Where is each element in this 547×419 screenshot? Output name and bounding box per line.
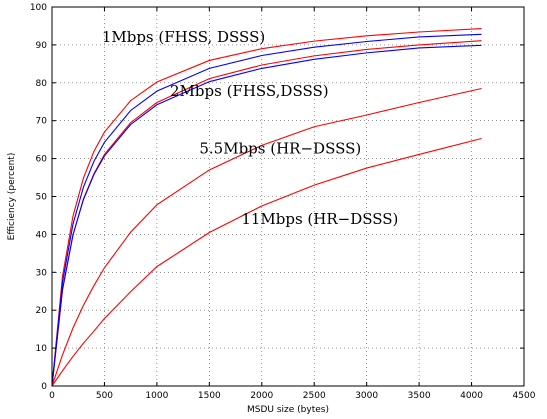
- y-tick-label: 70: [36, 117, 48, 127]
- y-tick-label: 60: [36, 155, 48, 165]
- x-tick-label: 0: [49, 391, 55, 401]
- x-axis-label: MSDU size (bytes): [247, 405, 329, 415]
- tick-labels: 0 500 1000 1500 2000 2500 3000 3500 4000 4500 0 10 2…: [30, 3, 536, 401]
- series-annotation-4: 11Mbps (HR−DSSS): [241, 210, 398, 228]
- y-axis-label: Efficiency (percent): [7, 153, 17, 241]
- x-tick-label: 1000: [145, 391, 168, 401]
- y-tick-label: 0: [41, 382, 47, 392]
- y-tick-label: 50: [36, 193, 48, 203]
- y-tick-label: 30: [36, 268, 48, 278]
- x-tick-label: 3000: [355, 391, 378, 401]
- series-line-1: [51, 28, 482, 387]
- y-tick-label: 90: [36, 41, 48, 51]
- series-line-5: [51, 87, 482, 387]
- x-tick-label: 500: [96, 391, 113, 401]
- series-line-2: [51, 33, 482, 387]
- y-tick-label: 10: [36, 344, 48, 354]
- series-annotations: 1Mbps (FHSS, DSSS) 2Mbps (FHSS,DSSS) 5.5Mb…: [102, 28, 399, 228]
- y-tick-label: 40: [36, 230, 48, 240]
- axis-ticks: [51, 6, 525, 387]
- x-tick-label: 4000: [460, 391, 483, 401]
- y-tick-label: 20: [36, 306, 48, 316]
- series-annotation-1: 1Mbps (FHSS, DSSS): [102, 28, 265, 46]
- series-line-4: [51, 44, 482, 387]
- x-tick-label: 1500: [198, 391, 221, 401]
- y-tick-label: 100: [30, 3, 47, 13]
- series-line-6: [51, 137, 482, 387]
- series-annotation-2: 2Mbps (FHSS,DSSS): [170, 82, 329, 100]
- series-annotation-3: 5.5Mbps (HR−DSSS): [199, 140, 361, 158]
- x-tick-label: 4500: [513, 391, 536, 401]
- series-lines: [51, 28, 482, 387]
- y-tick-label: 80: [36, 79, 48, 89]
- x-tick-label: 2500: [303, 391, 326, 401]
- x-tick-label: 3500: [408, 391, 431, 401]
- x-tick-label: 2000: [250, 391, 273, 401]
